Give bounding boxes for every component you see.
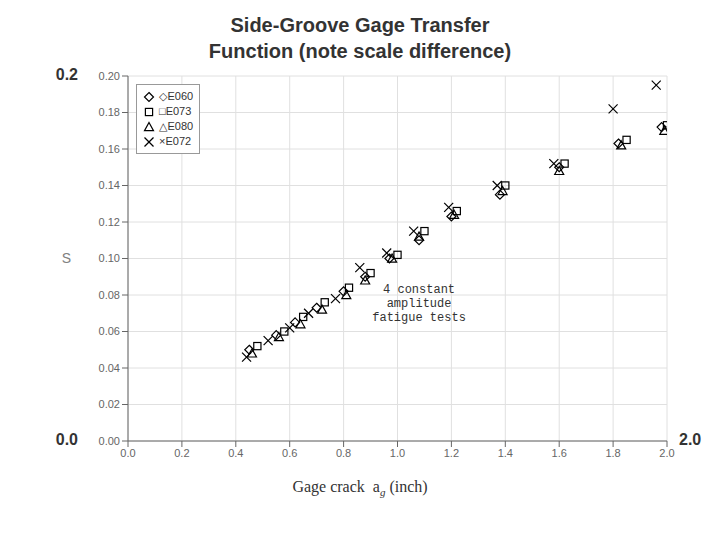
- svg-text:0.08: 0.08: [99, 289, 120, 301]
- svg-text:2.0: 2.0: [679, 431, 701, 448]
- svg-text:1.0: 1.0: [390, 447, 405, 459]
- svg-text:S: S: [62, 250, 71, 266]
- html-text:Side-Groove Gage Transfer: Side-Groove Gage Transfer: [230, 14, 490, 36]
- svg-text:0.20: 0.20: [99, 70, 120, 82]
- svg-text:0.12: 0.12: [99, 216, 120, 228]
- svg-text:0.8: 0.8: [336, 447, 351, 459]
- svg-text:1.2: 1.2: [444, 447, 459, 459]
- svg-text:4 constantamplitudefatigue tes: 4 constantamplitudefatigue tests: [372, 283, 466, 325]
- html-text:Gage crack ag(inch): Gage crack ag(inch): [292, 478, 428, 499]
- svg-text:0.14: 0.14: [99, 179, 120, 191]
- html-text:Function (note scale differenc: Function (note scale difference): [208, 40, 512, 62]
- svg-text:0.02: 0.02: [99, 398, 120, 410]
- svg-text:0.04: 0.04: [99, 362, 120, 374]
- svg-text:0.0: 0.0: [56, 431, 78, 448]
- svg-text:0.00: 0.00: [99, 435, 120, 447]
- html-text:◇E060: ◇E060: [159, 90, 194, 102]
- svg-text:0.6: 0.6: [282, 447, 297, 459]
- svg-text:1.8: 1.8: [605, 447, 620, 459]
- svg-text:2.0: 2.0: [659, 447, 674, 459]
- svg-text:0.10: 0.10: [99, 252, 120, 264]
- svg-text:0.2: 0.2: [174, 447, 189, 459]
- svg-text:1.6: 1.6: [552, 447, 567, 459]
- svg-text:0.2: 0.2: [56, 66, 78, 83]
- html-text:△E080: △E080: [159, 120, 194, 132]
- html-text:□E073: □E073: [159, 105, 192, 117]
- svg-text:0.16: 0.16: [99, 143, 120, 155]
- svg-text:0.0: 0.0: [120, 447, 135, 459]
- svg-text:0.06: 0.06: [99, 325, 120, 337]
- svg-text:0.18: 0.18: [99, 106, 120, 118]
- svg-text:1.4: 1.4: [498, 447, 513, 459]
- html-text:×E072: ×E072: [159, 135, 192, 147]
- svg-text:0.4: 0.4: [228, 447, 243, 459]
